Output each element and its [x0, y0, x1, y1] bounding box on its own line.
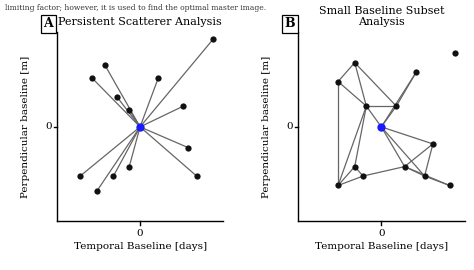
Text: B: B: [285, 17, 295, 30]
Text: Temporal Baseline [days]: Temporal Baseline [days]: [73, 242, 207, 251]
Text: 0: 0: [378, 229, 384, 238]
Text: Perpendicular baseline [m]: Perpendicular baseline [m]: [21, 56, 30, 198]
Title: Small Baseline Subset
Analysis: Small Baseline Subset Analysis: [319, 6, 444, 28]
Text: limiting factor; however, it is used to find the optimal master image.: limiting factor; however, it is used to …: [5, 4, 266, 12]
Text: A: A: [44, 17, 53, 30]
Text: Temporal Baseline [days]: Temporal Baseline [days]: [315, 242, 448, 251]
Text: 0: 0: [45, 122, 52, 131]
Text: 0: 0: [286, 122, 293, 131]
Title: Persistent Scatterer Analysis: Persistent Scatterer Analysis: [58, 18, 222, 28]
Text: Perpendicular baseline [m]: Perpendicular baseline [m]: [262, 56, 271, 198]
Text: 0: 0: [137, 229, 143, 238]
